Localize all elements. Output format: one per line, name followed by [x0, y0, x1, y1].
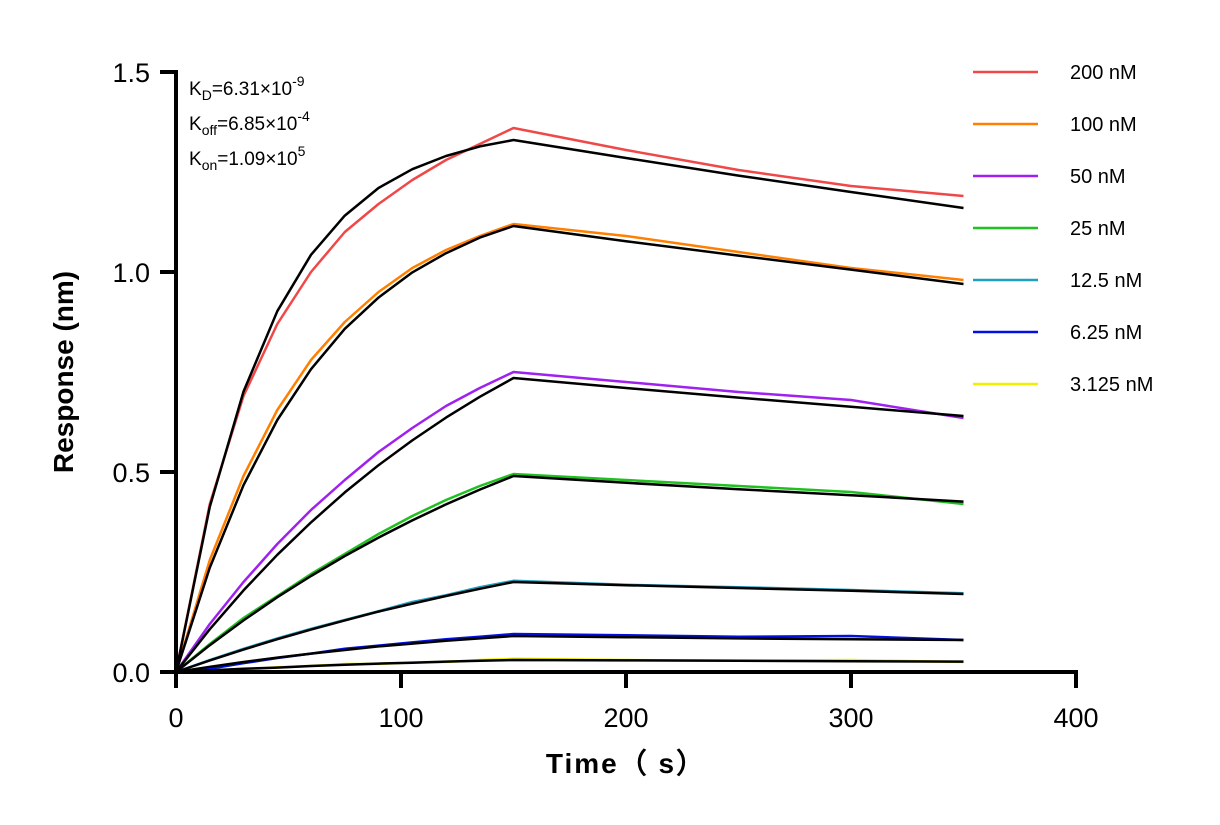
plot-area: [174, 126, 964, 674]
ticks: 0 100 200 300 400 0.0 0.5 1.0 1.5: [112, 58, 1098, 733]
y-tick-label: 1.0: [112, 258, 150, 288]
series-line-50-nm: [174, 370, 964, 673]
series-line-25-nm: [175, 472, 964, 673]
legend-label: 3.125 nM: [1070, 374, 1153, 396]
fit-line-200-nm: [174, 138, 964, 673]
legend-label: 200 nM: [1070, 62, 1137, 84]
legend-item: 200 nM: [973, 62, 1137, 84]
x-tick-label: 300: [828, 703, 873, 733]
x-tick-label: 400: [1053, 703, 1098, 733]
legend-item: 6.25 nM: [973, 322, 1142, 344]
legend-label: 25 nM: [1070, 218, 1126, 240]
kinetics-annotation: KD=6.31×10-9 Koff=6.85×10-4 Kon=1.09×105: [189, 73, 310, 173]
legend: 200 nM 100 nM 50 nM 25 nM 12.5 nM 6.25 nM 3.12…: [973, 62, 1153, 396]
fit-line-100-nm: [174, 224, 964, 673]
legend-item: 50 nM: [973, 166, 1126, 188]
legend-item: 25 nM: [973, 218, 1126, 240]
y-tick-label: 0.0: [112, 658, 150, 688]
series-line-200-nm: [174, 126, 964, 673]
legend-item: 100 nM: [973, 114, 1137, 136]
x-axis-label: Time（ s）: [546, 747, 706, 779]
kon-annotation: Kon=1.09×105: [189, 143, 306, 173]
x-tick-label: 0: [168, 703, 183, 733]
y-tick-label: 1.5: [112, 58, 150, 88]
fit-line-12.5-nm: [175, 580, 964, 674]
series-line-100-nm: [174, 222, 964, 673]
fit-line-25-nm: [175, 474, 964, 673]
legend-item: 12.5 nM: [973, 270, 1142, 292]
x-tick-label: 200: [603, 703, 648, 733]
y-tick-label: 0.5: [112, 458, 150, 488]
fit-line-3.125-nm: [175, 658, 964, 674]
legend-label: 6.25 nM: [1070, 322, 1142, 344]
legend-label: 50 nM: [1070, 166, 1126, 188]
fit-line-6.25-nm: [175, 634, 964, 674]
x-tick-label: 100: [378, 703, 423, 733]
koff-annotation: Koff=6.85×10-4: [189, 108, 310, 138]
legend-label: 100 nM: [1070, 114, 1137, 136]
y-axis-label: Response (nm): [48, 271, 79, 473]
legend-label: 12.5 nM: [1070, 270, 1142, 292]
fit-line-50-nm: [175, 376, 964, 673]
kd-annotation: KD=6.31×10-9: [189, 73, 305, 103]
legend-item: 3.125 nM: [973, 374, 1153, 396]
